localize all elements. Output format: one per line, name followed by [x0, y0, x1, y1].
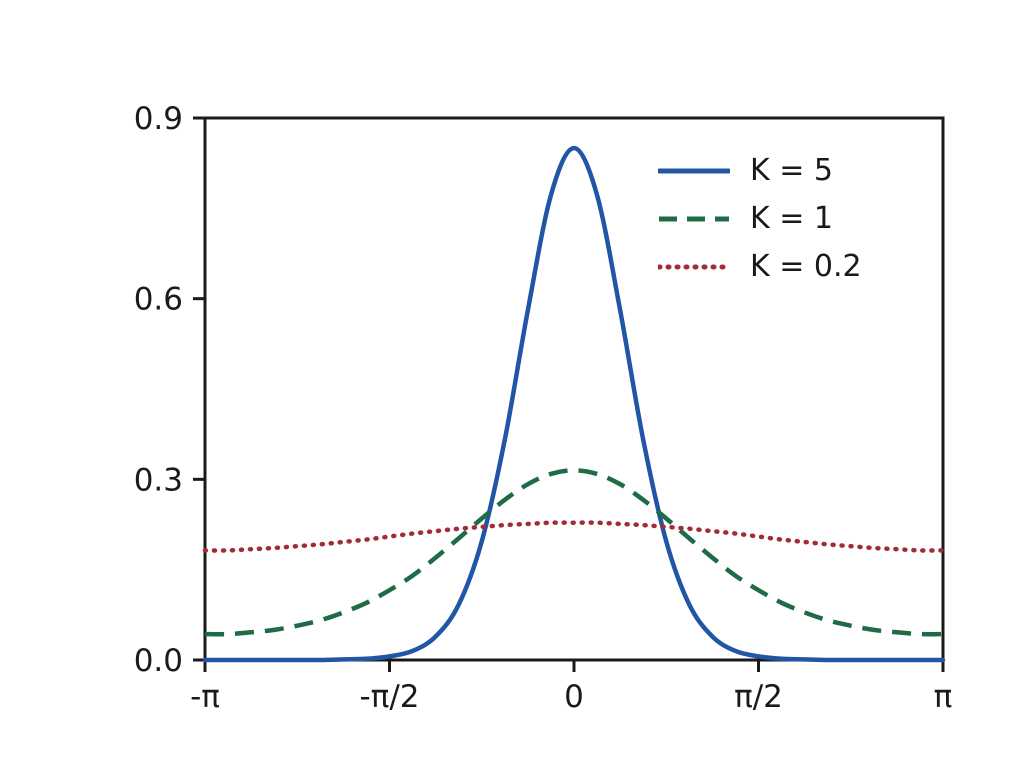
legend-label: K = 0.2: [750, 249, 862, 284]
legend-line-sample-dotted: [658, 264, 730, 270]
x-tick-label: π/2: [734, 679, 783, 715]
series-line-0: [202, 145, 946, 663]
legend-line-sample-solid: [658, 168, 730, 174]
legend: K = 5 K = 1 K = 0.2: [658, 152, 862, 286]
x-tick-label: π: [934, 679, 953, 715]
y-tick-label: 0.6: [134, 282, 183, 318]
legend-label: K = 1: [750, 201, 833, 236]
series-line-2: [202, 520, 946, 553]
x-tick-label: -π: [190, 679, 220, 715]
legend-label: K = 5: [750, 153, 833, 188]
y-tick-label: 0.0: [134, 643, 183, 679]
legend-entry: K = 5: [658, 152, 862, 190]
legend-entry: K = 1: [658, 200, 862, 238]
y-tick-label: 0.3: [134, 462, 183, 498]
x-tick-label: 0: [564, 679, 584, 715]
legend-line-sample-dashed: [659, 216, 729, 222]
series-line-1: [204, 468, 944, 637]
legend-entry: K = 0.2: [658, 248, 862, 286]
x-tick-label: -π/2: [359, 679, 419, 715]
y-tick-label: 0.9: [134, 101, 183, 137]
